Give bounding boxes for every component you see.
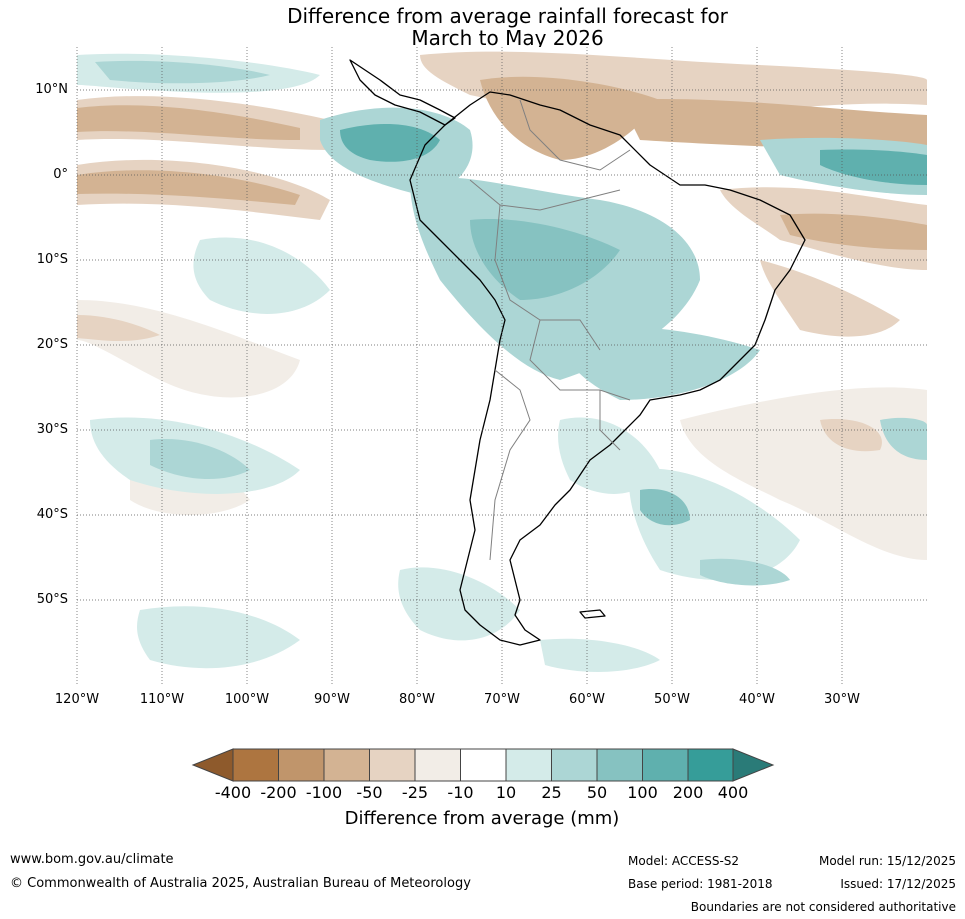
border-line-1 [469,179,621,211]
colorbar-tick: 200 [672,783,704,802]
coastlines [349,59,806,646]
border-line-6 [519,99,631,171]
south-america-coastline [409,91,806,646]
lon-label-40w: 40°W [739,692,775,707]
wet-patch-south-pacific [150,439,250,480]
colorbar-swatch-2 [278,748,325,782]
colorbar-tick: 25 [541,783,562,802]
colorbar-tick: -100 [305,783,343,802]
dry-band-northeast-brazil-core [780,213,927,250]
colorbar-min-triangle [191,748,234,782]
wet-band-north-pacific-core [95,60,270,84]
colorbar-tick: 50 [586,783,608,802]
graticule [76,47,927,685]
colorbar-swatch-5 [414,748,461,782]
lon-label-100w: 100°W [224,692,270,707]
colorbar [191,748,775,782]
dry-band-southeast-brazil [760,260,900,337]
colorbar-max-triangle [732,748,775,782]
border-line-4 [599,390,621,451]
lon-label-80w: 80°W [399,692,435,707]
lon-label-70w: 70°W [484,692,520,707]
falklands-coastline [579,609,606,619]
wet-patch-south-atlantic-mid [700,558,790,586]
colorbar-tick: -50 [356,783,383,802]
lon-label-60w: 60°W [569,692,605,707]
wet-band-brazil-plateau [560,326,760,400]
colorbar-swatch-3 [323,748,370,782]
colorbar-tick: -25 [401,783,429,802]
wet-patch-south-atlantic-core [640,489,690,526]
colorbar-swatch-9 [596,748,643,782]
colorbar-swatch-7 [505,748,552,782]
wet-band-southern-ocean [137,606,300,669]
footer-url: www.bom.gov.au/climate [10,852,174,867]
border-line-2 [494,204,601,351]
dry-band-south-pacific-core [77,315,160,342]
chart-title: Difference from average rainfall forecas… [0,5,965,49]
footer-issued: Issued: 17/12/2025 [840,877,956,891]
colorbar-tick: -10 [447,783,474,802]
colorbar-tick: 100 [627,783,658,802]
wet-patch-southern-ocean-east [540,638,660,672]
dry-band-northern-sa [480,76,660,160]
border-line-3 [529,319,631,401]
lon-label-30w: 30°W [824,692,860,707]
dry-band-north-pacific-core [77,105,300,140]
colorbar-swatch-11 [687,748,734,782]
dry-band-north-atlantic [620,98,927,150]
lat-label-10s: 10°S [36,252,68,267]
lon-label-110w: 110°W [139,692,185,707]
wet-patch-atlantic-far-east [880,417,927,460]
colorbar-tick: 10 [495,783,517,802]
colorbar-tick: 400 [717,783,749,802]
lat-label-10n: 10°N [35,82,68,97]
colorbar-swatch-10 [642,748,689,782]
title-line-2: March to May 2026 [411,26,604,50]
colorbar-swatch-6 [460,748,507,782]
colorbar-swatch-1 [232,748,279,782]
wet-band-patagonia [398,567,520,641]
lat-label-50s: 50°S [36,592,68,607]
wet-band-amazon-core [470,219,620,300]
wet-band-eastern-pacific-core [340,124,440,162]
lat-label-0: 0° [53,167,68,182]
footer-disclaimer: Boundaries are not considered authoritat… [690,900,956,914]
country-borders [469,99,631,561]
central-america-coastline [349,59,456,126]
footer-copyright: © Commonwealth of Australia 2025, Austra… [10,876,471,891]
colorbar-swatch-4 [369,748,416,782]
colorbar-swatch-8 [551,748,598,782]
lon-label-120w: 120°W [54,692,100,707]
colorbar-tick: -200 [260,783,297,802]
lat-label-30s: 30°S [36,422,68,437]
footer-model-run: Model run: 15/12/2025 [818,854,956,868]
footer-base-period: Base period: 1981-2018 [628,877,773,891]
dry-band-equatorial-pacific-core [77,170,300,205]
wet-band-atlantic-east-core [820,149,927,185]
title-line-1: Difference from average rainfall forecas… [287,4,728,28]
lat-label-40s: 40°S [36,507,68,522]
rainfall-anomaly-fields [77,51,927,672]
colorbar-tick: -400 [214,783,252,802]
wet-band-south-pacific-mid [193,237,330,314]
colorbar-label: Difference from average (mm) [344,808,620,829]
lat-label-20s: 20°S [36,337,68,352]
footer-model: Model: ACCESS-S2 [628,854,740,868]
dry-patch-south-atlantic [820,419,882,452]
lon-label-50w: 50°W [654,692,690,707]
lon-label-90w: 90°W [314,692,350,707]
border-line-5 [489,369,531,561]
